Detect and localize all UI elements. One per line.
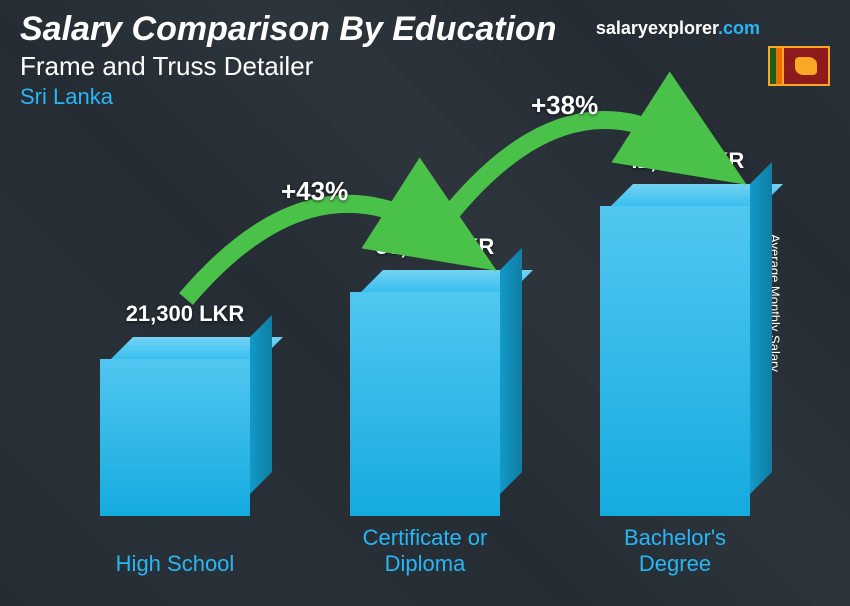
brand-label: salaryexplorer.com: [596, 18, 760, 39]
brand-name: salaryexplorer: [596, 18, 718, 38]
increase-percent: +38%: [531, 90, 598, 121]
flag-field: [782, 48, 828, 84]
chart-subtitle: Frame and Truss Detailer: [20, 51, 830, 82]
brand-suffix: .com: [718, 18, 760, 38]
increase-arc: [60, 146, 790, 576]
bar-chart: 21,300 LKR High School 30,400 LKR Certif…: [60, 146, 790, 576]
flag-icon: [768, 46, 830, 86]
chart-country: Sri Lanka: [20, 84, 830, 110]
flag-stripes: [770, 48, 782, 84]
